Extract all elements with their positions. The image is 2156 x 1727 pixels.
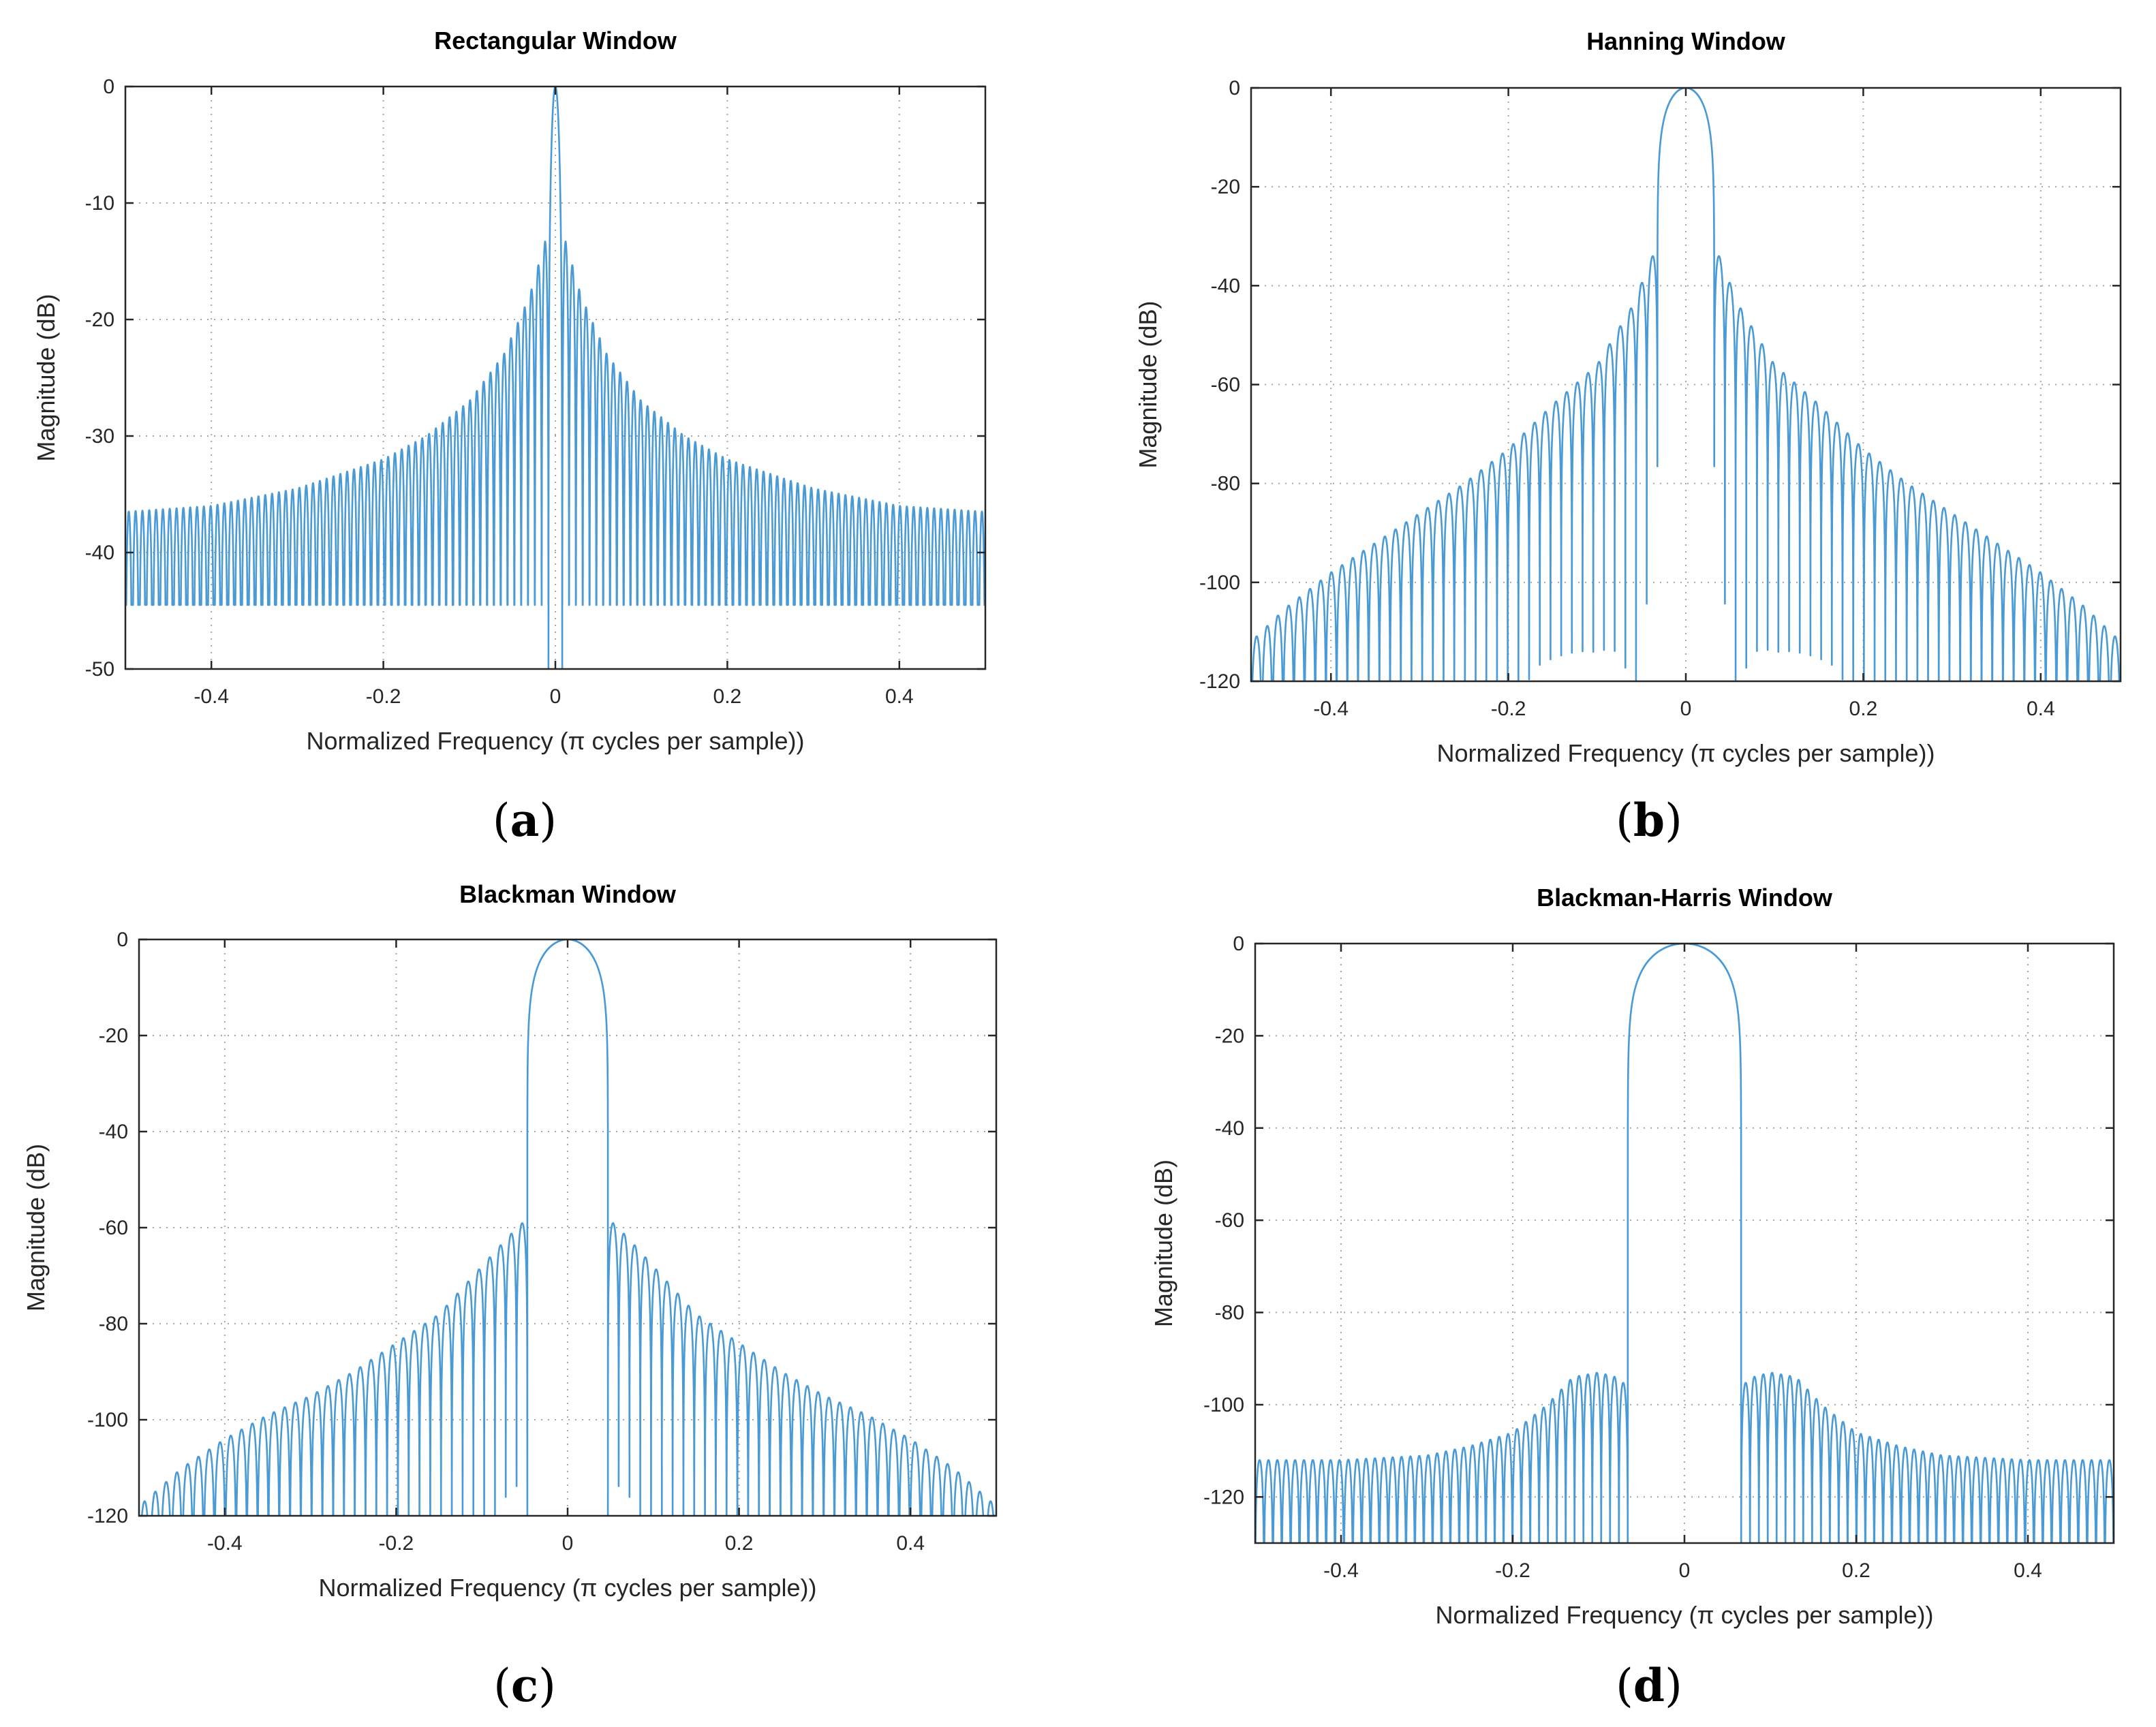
y-tick-label: 0 bbox=[117, 929, 128, 951]
grid-lines bbox=[1255, 944, 2114, 1543]
y-tick-label: -120 bbox=[1199, 670, 1240, 693]
panel-caption: (d) bbox=[1616, 1659, 1682, 1712]
y-axis-label: Magnitude (dB) bbox=[1150, 1160, 1177, 1327]
x-axis-label: Normalized Frequency (π cycles per sampl… bbox=[1435, 1601, 1933, 1629]
y-tick-label: -50 bbox=[85, 658, 114, 681]
x-tick-label: 0 bbox=[562, 1532, 574, 1555]
y-axis-label: Magnitude (dB) bbox=[32, 294, 60, 461]
x-tick-label: 0.4 bbox=[885, 685, 914, 708]
chart-panel-a: -0.4 -0.2 0 0.2 0.4 0 -10 -20 -30 -40 -50 Rectangul… bbox=[32, 27, 987, 847]
x-tick-label: -0.4 bbox=[1313, 698, 1349, 720]
grid-lines bbox=[139, 939, 996, 1516]
chart-title: Blackman Window bbox=[459, 880, 677, 908]
panel-caption: (b) bbox=[1616, 794, 1682, 847]
y-tick-label: -40 bbox=[1215, 1117, 1244, 1140]
y-tick-label: -20 bbox=[99, 1025, 128, 1047]
series-line-hanning bbox=[1251, 88, 2121, 681]
panel-caption-letter: b bbox=[1633, 794, 1665, 847]
x-tick-label: -0.2 bbox=[379, 1532, 414, 1555]
x-tick-label: -0.4 bbox=[207, 1532, 243, 1555]
grid-lines bbox=[1251, 88, 2121, 681]
x-tick-label: 0.4 bbox=[2014, 1559, 2042, 1582]
x-tick-label: 0.2 bbox=[1842, 1559, 1870, 1582]
y-tick-label: -100 bbox=[1199, 572, 1240, 594]
y-tick-label: -30 bbox=[85, 425, 114, 448]
y-tick-label: -120 bbox=[87, 1505, 128, 1527]
y-tick-label: 0 bbox=[1229, 77, 1240, 99]
series-line-blackman-harris bbox=[1255, 944, 2114, 1543]
y-axis-label: Magnitude (dB) bbox=[22, 1144, 50, 1311]
x-tick-label: -0.4 bbox=[1323, 1559, 1359, 1582]
y-tick-label: -100 bbox=[1203, 1394, 1244, 1416]
chart-title: Rectangular Window bbox=[434, 27, 677, 55]
y-tick-label: -40 bbox=[1211, 275, 1240, 297]
x-tick-label: 0 bbox=[550, 685, 561, 708]
chart-title: Blackman-Harris Window bbox=[1537, 884, 1833, 912]
chart-title: Hanning Window bbox=[1586, 27, 1786, 55]
chart-panel-b: -0.4 -0.2 0 0.2 0.4 0 -20 -40 -60 -80 -100 -120 Hann… bbox=[1134, 27, 2122, 847]
x-tick-label: -0.2 bbox=[1491, 698, 1526, 720]
panel-caption-letter: c bbox=[511, 1659, 538, 1712]
panel-caption-letter: a bbox=[510, 794, 540, 847]
y-tick-label: -60 bbox=[99, 1217, 128, 1239]
x-tick-label: -0.4 bbox=[194, 685, 229, 708]
x-axis-label: Normalized Frequency (π cycles per sampl… bbox=[306, 727, 804, 755]
chart-panel-d: -0.4 -0.2 0 0.2 0.4 0 -20 -40 -60 -80 -100 -120 Blac… bbox=[1150, 884, 2115, 1712]
y-tick-label: 0 bbox=[103, 76, 114, 98]
x-tick-label: 0 bbox=[1680, 698, 1692, 720]
y-tick-label: -120 bbox=[1203, 1486, 1244, 1508]
y-tick-label: -20 bbox=[1215, 1025, 1244, 1047]
x-tick-label: 0.4 bbox=[2027, 698, 2055, 720]
y-tick-label: -40 bbox=[99, 1121, 128, 1143]
x-tick-label: -0.2 bbox=[366, 685, 401, 708]
series-line-rectangular bbox=[125, 87, 985, 669]
x-tick-label: 0.2 bbox=[725, 1532, 754, 1555]
grid-lines bbox=[125, 87, 985, 669]
y-axis-label: Magnitude (dB) bbox=[1134, 300, 1162, 468]
y-tick-label: -100 bbox=[87, 1409, 128, 1431]
y-tick-label: -20 bbox=[85, 309, 114, 331]
x-axis-label: Normalized Frequency (π cycles per sampl… bbox=[318, 1574, 816, 1602]
x-tick-label: -0.2 bbox=[1495, 1559, 1530, 1582]
x-tick-label: 0.2 bbox=[1849, 698, 1878, 720]
y-tick-label: -60 bbox=[1215, 1209, 1244, 1232]
plot-frame bbox=[138, 938, 998, 1517]
y-tick-label: -60 bbox=[1211, 374, 1240, 396]
y-tick-label: -80 bbox=[99, 1313, 128, 1335]
y-tick-label: 0 bbox=[1233, 933, 1244, 955]
series-line-blackman bbox=[140, 939, 995, 1516]
x-tick-label: 0.4 bbox=[896, 1532, 925, 1555]
panel-caption: (a) bbox=[493, 794, 557, 847]
y-tick-label: -20 bbox=[1211, 176, 1240, 198]
panel-caption: (c) bbox=[493, 1659, 556, 1712]
y-tick-label: -40 bbox=[85, 542, 114, 564]
x-tick-label: 0.2 bbox=[713, 685, 742, 708]
x-tick-label: 0 bbox=[1679, 1559, 1691, 1582]
x-axis-label: Normalized Frequency (π cycles per sampl… bbox=[1436, 739, 1935, 767]
chart-panel-c: -0.4 -0.2 0 0.2 0.4 0 -20 -40 -60 -80 -100 -120 Blac… bbox=[22, 880, 998, 1712]
panel-caption-letter: d bbox=[1633, 1659, 1665, 1712]
y-tick-label: -80 bbox=[1215, 1302, 1244, 1324]
y-tick-label: -80 bbox=[1211, 473, 1240, 495]
y-tick-label: -10 bbox=[85, 192, 114, 215]
